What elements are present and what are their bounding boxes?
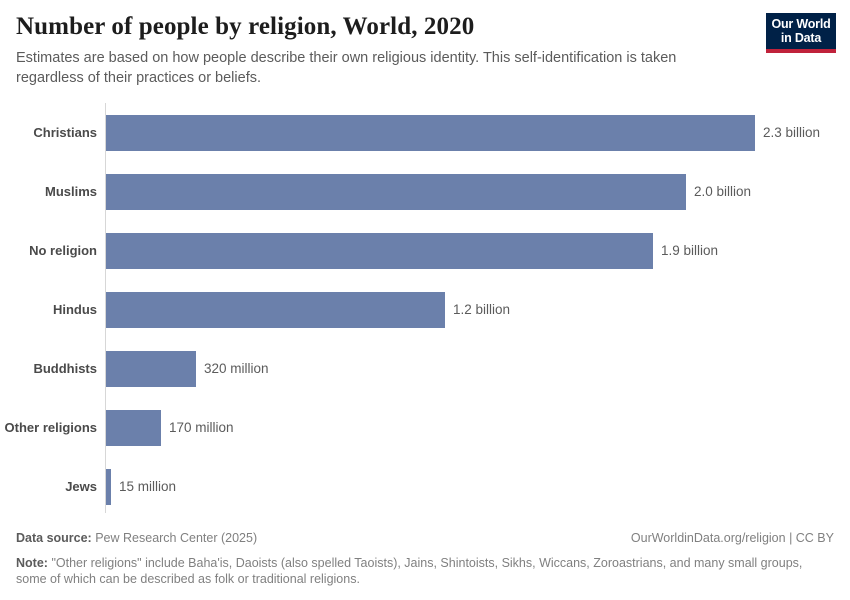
- chart-subtitle: Estimates are based on how people descri…: [16, 50, 677, 86]
- bar-category-label: Jews: [65, 479, 97, 494]
- bar-value-label: 2.0 billion: [694, 184, 752, 199]
- bar[interactable]: [106, 410, 161, 446]
- bar-category-label: Other religions: [4, 420, 97, 435]
- data-source-label: Data source:: [16, 531, 92, 545]
- bar-category-label: Christians: [33, 125, 97, 140]
- data-source: Data source: Pew Research Center (2025): [16, 531, 257, 545]
- bar-category-label: Hindus: [52, 302, 97, 317]
- bar[interactable]: [106, 115, 755, 151]
- chart-note: Note: "Other religions" include Baha'is,…: [16, 555, 816, 587]
- owid-logo[interactable]: Our World in Data: [766, 13, 836, 53]
- bar[interactable]: [106, 292, 445, 328]
- chart-note-text: "Other religions" include Baha'is, Daois…: [16, 556, 803, 586]
- chart-footer: Data source: Pew Research Center (2025) …: [16, 531, 834, 587]
- chart-note-label: Note:: [16, 556, 48, 570]
- bar-row: Jews 15 million: [0, 469, 850, 505]
- owid-logo-line-1: Our World: [771, 17, 831, 31]
- bar[interactable]: [106, 174, 686, 210]
- bar-value-label: 1.9 billion: [661, 243, 719, 258]
- bar[interactable]: [106, 351, 196, 387]
- bar-category-label: Buddhists: [33, 361, 97, 376]
- page-title: Number of people by religion, World, 202…: [16, 13, 475, 40]
- bar[interactable]: [106, 233, 653, 269]
- bar-value-label: 320 million: [204, 361, 269, 376]
- bar-row: Other religions 170 million: [0, 410, 850, 446]
- chart-header: Number of people by religion, World, 202…: [16, 12, 756, 88]
- owid-logo-line-2: in Data: [780, 31, 822, 45]
- plot-area: Christians 2.3 billion Muslims 2.0 billion N…: [0, 103, 850, 515]
- bar-row: Christians 2.3 billion: [0, 115, 850, 151]
- bar-value-label: 2.3 billion: [763, 125, 821, 140]
- data-source-text: Pew Research Center (2025): [95, 531, 258, 545]
- bar[interactable]: [106, 469, 111, 505]
- bar-row: No religion 1.9 billion: [0, 233, 850, 269]
- bar-value-label: 1.2 billion: [453, 302, 511, 317]
- bar-category-label: No religion: [29, 243, 97, 258]
- bar-value-label: 170 million: [169, 420, 234, 435]
- bar-row: Buddhists 320 million: [0, 351, 850, 387]
- bar-row: Muslims 2.0 billion: [0, 174, 850, 210]
- y-axis-line: [105, 103, 106, 513]
- source-link[interactable]: OurWorldinData.org/religion | CC BY: [630, 531, 834, 545]
- bar-category-label: Muslims: [44, 184, 97, 199]
- bar-value-label: 15 million: [119, 479, 177, 494]
- bar-row: Hindus 1.2 billion: [0, 292, 850, 328]
